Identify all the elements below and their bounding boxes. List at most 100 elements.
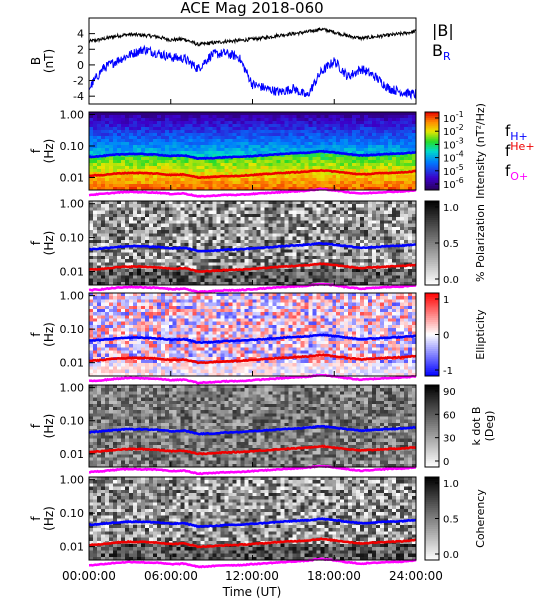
fHe-line <box>88 353 417 365</box>
colorbar-frame <box>424 111 440 191</box>
x-axis: 00:00:00 06:00:00 12:00:00 18:00:00 24:0… <box>62 569 443 599</box>
y-tick-label: 1.00 <box>60 474 85 487</box>
legend-BR: BR <box>432 41 451 63</box>
fO-line <box>88 282 417 294</box>
colorbar-title-2: (Deg) <box>483 411 496 442</box>
y-tick-label: 0 <box>77 59 84 72</box>
ylabel-unit: (nT) <box>42 49 56 73</box>
colorbar-title: Ellipticity <box>474 309 487 360</box>
y-tick-label: 4 <box>77 28 84 41</box>
fH-line <box>88 333 417 345</box>
intensity-colorbar: 10-110-210-310-410-510-6 Intensity (nT²/H… <box>424 103 487 199</box>
colorbar-tick-label: 90 <box>443 387 456 398</box>
fHe-line <box>88 537 417 549</box>
colorbar-label: k dot B (Deg) <box>470 407 496 446</box>
colorbar-title: Coherency <box>474 489 487 548</box>
fO-line <box>88 187 417 198</box>
panel-coherency: 1.00 0.10 0.01 f (Hz) 1.0 0.5 0.0 Coherency <box>29 474 487 569</box>
fH-line <box>88 424 417 436</box>
colorbar-tick-label: 0.0 <box>443 275 459 286</box>
polarization-colorbar: 1.0 0.5 0.0 % Polarization <box>424 200 487 286</box>
y-tick-label: 0.01 <box>60 541 85 554</box>
x-tick-label: 00:00:00 <box>62 569 116 583</box>
ylabel-main: f <box>29 240 43 245</box>
BR-series-line <box>88 44 417 100</box>
kdotb-colorbar: 90 60 30 0 k dot B (Deg) <box>424 384 496 468</box>
fH-line <box>88 517 416 529</box>
legend-BR-sub: R <box>443 50 451 63</box>
legend-fO+: fO+ <box>505 162 528 183</box>
y-tick-label: 1.00 <box>60 198 85 211</box>
x-tick-label: 06:00:00 <box>144 569 198 583</box>
colorbar-tick-label: 0.0 <box>443 550 459 561</box>
y-tick-label: -2 <box>73 75 84 88</box>
y-tick-label: 0.10 <box>60 415 85 428</box>
intensity-spectrogram <box>89 112 417 191</box>
y-tick-label: 1.00 <box>60 108 85 121</box>
ylabel-main: f <box>29 516 43 521</box>
y-tick-label: 1.00 <box>60 382 85 395</box>
colorbar-tick-label: 1 <box>443 295 449 306</box>
colorbar-tick-label: 1.0 <box>443 203 459 214</box>
ellipticity-ylabel: f (Hz) <box>29 322 56 347</box>
panel-ellipticity: 1.00 0.10 0.01 f (Hz) 1 0 -1 Ellipticity <box>29 290 487 385</box>
colorbar-tick-label: 10-6 <box>443 176 464 191</box>
colorbar-frame <box>424 384 440 468</box>
y-tick-label: -4 <box>73 90 84 103</box>
colorbar-tick-label: 0.5 <box>443 239 459 250</box>
field-panel-frame <box>88 17 417 105</box>
y-tick-label: 2 <box>77 43 84 56</box>
ylabel-main: f <box>29 423 43 428</box>
colorbar-tick-label: 0.5 <box>443 515 459 526</box>
colorbar-title: Intensity (nT²/Hz) <box>474 103 487 199</box>
panel-field: 420-2-4B (nT)|B|BR <box>29 17 454 105</box>
kdotb-ylabel: f (Hz) <box>29 414 56 439</box>
colorbar-title: % Polarization <box>474 204 487 282</box>
colorbar-tick-label: -1 <box>443 366 453 377</box>
colorbar-tick-label: 0 <box>443 331 449 342</box>
colorbar-label: Ellipticity <box>474 309 487 360</box>
panel-kdotb: 1.00 0.10 0.01 f (Hz) 90 60 30 0 k dot B (Deg) <box>29 382 496 476</box>
ylabel-main: f <box>29 148 43 153</box>
panel-intensity: 1.00 0.10 0.01 f (Hz) 10-110-210-310-410-510-… <box>29 103 535 199</box>
x-axis-label: Time (UT) <box>222 585 282 599</box>
absB-series-line <box>88 27 417 47</box>
y-tick-label: 0.01 <box>60 266 85 279</box>
coherency-spectrogram <box>89 477 417 561</box>
ylabel-unit: (Hz) <box>42 414 56 439</box>
colorbar-label: Coherency <box>474 489 487 548</box>
x-tick-label: 12:00:00 <box>225 569 279 583</box>
fHe-line <box>88 444 417 456</box>
colorbar-tick-label: 0 <box>443 457 449 468</box>
kdotb-spectrogram <box>89 385 417 468</box>
colorbar-tick-label: 1.0 <box>443 479 459 490</box>
y-tick-label: 0.01 <box>60 171 85 184</box>
colorbar-title: k dot B <box>470 407 483 446</box>
colorbar-tick-label: 30 <box>443 434 456 445</box>
fH-line <box>88 149 417 161</box>
panel-polarization: 1.00 0.10 0.01 f (Hz) 1.0 0.5 0.0 % Polarization <box>29 198 487 294</box>
field-ylabel: B (nT) <box>29 49 56 73</box>
chart-title: ACE Mag 2018-060 <box>180 0 323 17</box>
coherency-ylabel: f (Hz) <box>29 506 56 531</box>
x-tick-label: 24:00:00 <box>389 569 443 583</box>
ellipticity-colorbar: 1 0 -1 Ellipticity <box>424 292 487 377</box>
fO-line <box>88 373 417 385</box>
fO-line <box>89 557 417 569</box>
y-tick-label: 0.10 <box>60 507 85 520</box>
colorbar-tick-label: 60 <box>443 410 456 421</box>
polarization-spectrogram <box>89 201 417 286</box>
colorbar-label: Intensity (nT²/Hz) <box>474 103 487 199</box>
fHe-line <box>88 168 417 180</box>
y-tick-label: 0.10 <box>60 323 85 336</box>
ylabel-unit: (Hz) <box>42 231 56 256</box>
intensity-ylabel: f (Hz) <box>29 139 56 164</box>
gyrofrequency-legend: fH+fHe+fO+ <box>505 122 535 183</box>
y-tick-label: 0.10 <box>60 232 85 245</box>
fH-line <box>88 241 417 253</box>
ylabel-unit: (Hz) <box>42 322 56 347</box>
ylabel-unit: (Hz) <box>42 139 56 164</box>
ylabel-main: f <box>29 332 43 337</box>
polarization-ylabel: f (Hz) <box>29 231 56 256</box>
